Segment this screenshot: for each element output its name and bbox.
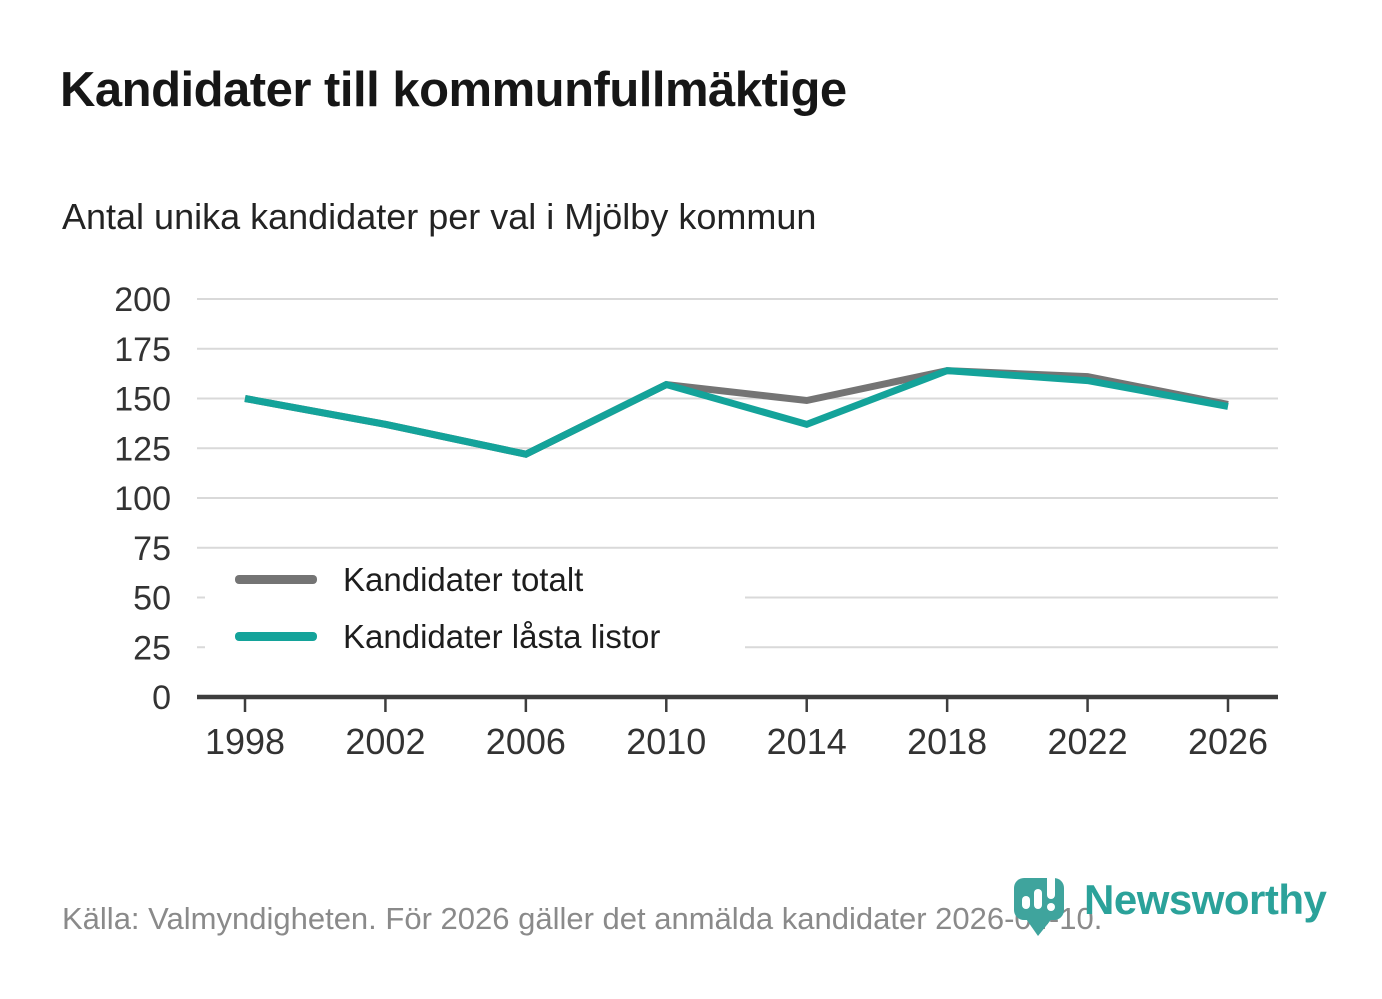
legend-label-kandidater-lasta-listor: Kandidater låsta listor <box>343 617 661 655</box>
chart-subtitle: Antal unika kandidater per val i Mjölby … <box>62 196 817 237</box>
x-tick-label: 2026 <box>1188 721 1268 762</box>
y-tick-label: 200 <box>114 281 171 319</box>
legend-label-kandidater-totalt: Kandidater totalt <box>343 560 584 598</box>
y-tick-label: 125 <box>114 430 171 468</box>
series-line-kandidater-l-sta-listor <box>244 367 1229 458</box>
x-tick-label: 1998 <box>205 721 285 762</box>
chart-legend: Kandidater totalt Kandidater låsta listo… <box>205 551 745 665</box>
newsworthy-logo: Newsworthy <box>1008 866 1338 950</box>
y-tick-label: 0 <box>152 679 171 717</box>
y-tick-label: 175 <box>114 331 171 369</box>
chart-title: Kandidater till kommunfullmäktige <box>60 63 847 117</box>
x-tick-label: 2022 <box>1048 721 1128 762</box>
newsworthy-wordmark: Newsworthy <box>1084 876 1327 923</box>
legend-swatch-kandidater-lasta-listor <box>235 632 317 641</box>
source-note: Källa: Valmyndigheten. För 2026 gäller d… <box>62 901 1103 936</box>
y-tick-label: 150 <box>114 381 171 419</box>
newsworthy-pin-icon <box>1014 870 1064 936</box>
y-tick-label: 75 <box>133 530 171 568</box>
x-tick-label: 2018 <box>907 721 987 762</box>
legend-item-kandidater-lasta-listor: Kandidater låsta listor <box>235 609 745 665</box>
legend-swatch-kandidater-totalt <box>235 575 317 584</box>
y-tick-label: 100 <box>114 480 171 518</box>
x-tick-label: 2002 <box>345 721 425 762</box>
x-tick-label: 2006 <box>486 721 566 762</box>
legend-item-kandidater-totalt: Kandidater totalt <box>235 552 745 608</box>
x-tick-label: 2014 <box>767 721 847 762</box>
y-tick-label: 50 <box>133 580 171 618</box>
x-tick-label: 2010 <box>626 721 706 762</box>
y-tick-label: 25 <box>133 629 171 667</box>
